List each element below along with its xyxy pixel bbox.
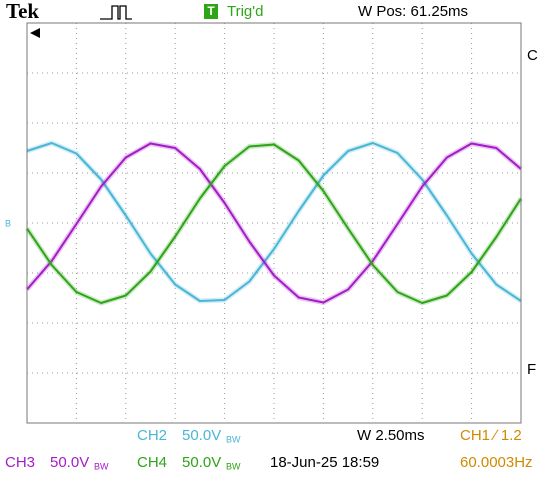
window-position: W Pos: 61.25ms — [358, 3, 468, 20]
date-time: 18-Jun-25 18:59 — [270, 454, 379, 471]
traces — [24, 140, 524, 306]
plot-border — [26, 22, 522, 424]
trigger-setting: CH1 ∕ 1.2 — [460, 427, 522, 444]
channel-name: CH2 — [137, 427, 167, 444]
frequency: 60.0003Hz — [460, 454, 533, 471]
trigger-icon: T — [207, 4, 215, 18]
channel-name: CH3 — [5, 454, 35, 471]
channel-marker: B — [5, 218, 11, 228]
side-label: F — [527, 361, 536, 378]
trigger-status: Trig'd — [227, 3, 263, 20]
trace — [26, 142, 522, 302]
side-label: C — [527, 47, 538, 64]
bandwidth-limit: BW — [226, 461, 241, 471]
acq-icon — [100, 5, 132, 20]
bandwidth-limit: BW — [226, 434, 241, 444]
brand: Tek — [6, 0, 39, 23]
channel-scale: 50.0V — [50, 454, 89, 471]
channel-scale: 50.0V — [182, 427, 221, 444]
trace — [26, 143, 522, 304]
trigger-pos-arrow — [30, 28, 40, 38]
channel-name: CH4 — [137, 454, 167, 471]
channel-scale: 50.0V — [182, 454, 221, 471]
timebase: W 2.50ms — [357, 427, 425, 444]
trace — [26, 142, 522, 304]
trigger-icon-box — [204, 4, 218, 19]
bandwidth-limit: BW — [94, 461, 109, 471]
